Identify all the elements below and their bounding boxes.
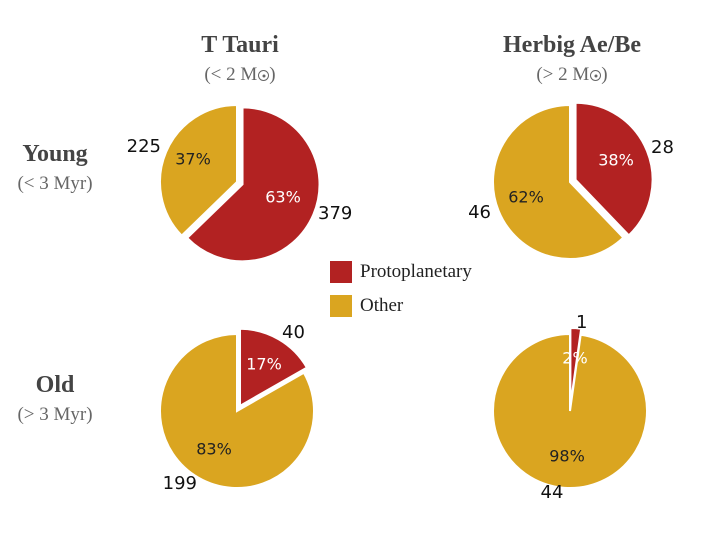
percent-label: 2% xyxy=(562,349,587,368)
solar-mass-symbol-icon xyxy=(258,70,270,81)
count-label: 225 xyxy=(127,136,161,157)
pie-slice-other xyxy=(492,103,625,260)
row-title-young: Young xyxy=(22,141,88,167)
pie-slice-protoplanetary xyxy=(185,106,321,263)
column-subtitle-close: ) xyxy=(601,64,608,85)
percent-label: 83% xyxy=(196,440,232,459)
row-subtitle-old: (> 3 Myr) xyxy=(17,404,93,425)
count-label: 46 xyxy=(468,202,491,223)
pie-slice-protoplanetary xyxy=(239,327,309,408)
legend-label-protoplanetary: Protoplanetary xyxy=(360,261,472,282)
percent-label: 62% xyxy=(508,188,544,207)
column-subtitle-text: (> 2 M xyxy=(536,64,590,85)
count-label: 379 xyxy=(318,203,352,224)
count-label: 44 xyxy=(541,482,564,503)
column-subtitle-herbig: (> 2 M) xyxy=(462,64,682,86)
percent-label: 63% xyxy=(265,188,301,207)
pie-slice-other xyxy=(492,332,648,489)
count-label: 1 xyxy=(576,312,587,333)
row-subtitle-young: (< 3 Myr) xyxy=(17,173,93,194)
legend-swatch-protoplanetary xyxy=(330,261,352,283)
count-label: 28 xyxy=(651,137,674,158)
legend-item-other: Other xyxy=(330,295,403,317)
solar-mass-symbol-icon xyxy=(590,70,602,81)
percent-label: 38% xyxy=(598,151,634,170)
pie-slice-other xyxy=(159,332,315,489)
count-label: 40 xyxy=(282,322,305,343)
percent-label: 98% xyxy=(549,447,585,466)
percent-label: 37% xyxy=(175,150,211,169)
percent-label: 17% xyxy=(246,355,282,374)
column-title-t-tauri: T Tauri xyxy=(201,32,279,58)
column-subtitle-t-tauri: (< 2 M) xyxy=(130,64,350,86)
column-subtitle-text: (< 2 M xyxy=(204,64,258,85)
legend-item-protoplanetary: Protoplanetary xyxy=(330,261,472,283)
pie-slice-protoplanetary xyxy=(574,101,654,237)
row-title-old: Old xyxy=(35,372,75,398)
column-subtitle-close: ) xyxy=(269,64,276,85)
pie-slice-other xyxy=(159,103,238,238)
legend-label-other: Other xyxy=(360,295,404,316)
count-label: 199 xyxy=(163,473,197,494)
legend-swatch-other xyxy=(330,295,352,317)
column-title-herbig: Herbig Ae/Be xyxy=(503,32,641,58)
